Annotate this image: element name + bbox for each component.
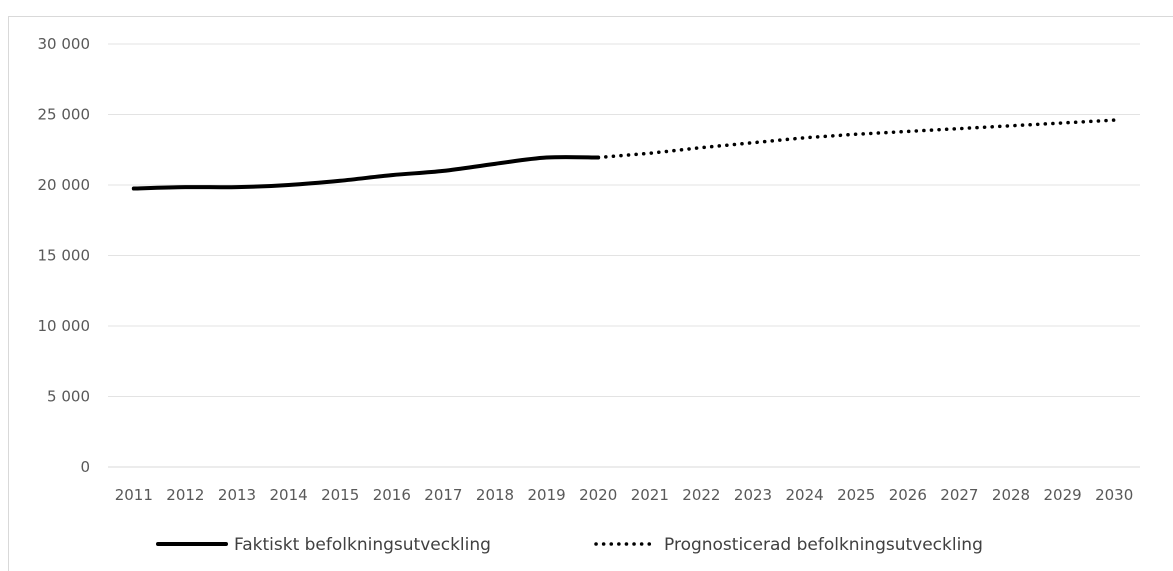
x-tick-label: 2028 [992, 486, 1030, 504]
x-tick-label: 2029 [1044, 486, 1082, 504]
y-tick-label: 10 000 [38, 317, 91, 335]
x-tick-label: 2017 [424, 486, 462, 504]
chart-frame-border [8, 16, 1173, 571]
x-tick-label: 2026 [889, 486, 927, 504]
y-tick-label: 15 000 [38, 247, 91, 265]
x-tick-label: 2018 [476, 486, 514, 504]
x-tick-label: 2015 [321, 486, 359, 504]
x-tick-label: 2016 [373, 486, 411, 504]
series-line-forecast [596, 118, 1116, 160]
y-tick-label: 5 000 [47, 388, 90, 406]
gridlines [108, 43, 1140, 468]
legend-item-actual: Faktiskt befolkningsutveckling [156, 535, 491, 555]
x-tick-label: 2011 [115, 486, 153, 504]
x-tick-label: 2019 [528, 486, 566, 504]
series-lines [131, 118, 1116, 191]
x-tick-label: 2012 [166, 486, 204, 504]
y-tick-label: 30 000 [38, 35, 91, 53]
y-tick-label: 20 000 [38, 176, 91, 194]
series-line-actual [131, 155, 601, 191]
x-tick-label: 2023 [734, 486, 772, 504]
x-tick-label: 2014 [270, 486, 308, 504]
legend: Faktiskt befolkningsutveckling Prognostic… [156, 535, 983, 555]
y-tick-label: 25 000 [38, 106, 91, 124]
x-axis-tick-labels: 2011 2012 2013 2014 2015 2016 2017 2018 2019 2020… [115, 486, 1134, 504]
x-tick-label: 2024 [786, 486, 824, 504]
x-tick-label: 2021 [631, 486, 669, 504]
y-tick-label: 0 [80, 458, 90, 476]
x-tick-label: 2013 [218, 486, 256, 504]
x-tick-label: 2022 [682, 486, 720, 504]
y-axis-tick-labels: 0 5 000 10 000 15 000 20 000 25 000 30 000 [38, 35, 91, 476]
x-tick-label: 2025 [837, 486, 875, 504]
x-tick-label: 2030 [1095, 486, 1133, 504]
legend-label: Faktiskt befolkningsutveckling [234, 535, 491, 555]
x-tick-label: 2020 [579, 486, 617, 504]
legend-label: Prognosticerad befolkningsutveckling [664, 535, 983, 555]
x-tick-label: 2027 [940, 486, 978, 504]
legend-item-forecast: Prognosticerad befolkningsutveckling [594, 535, 983, 555]
